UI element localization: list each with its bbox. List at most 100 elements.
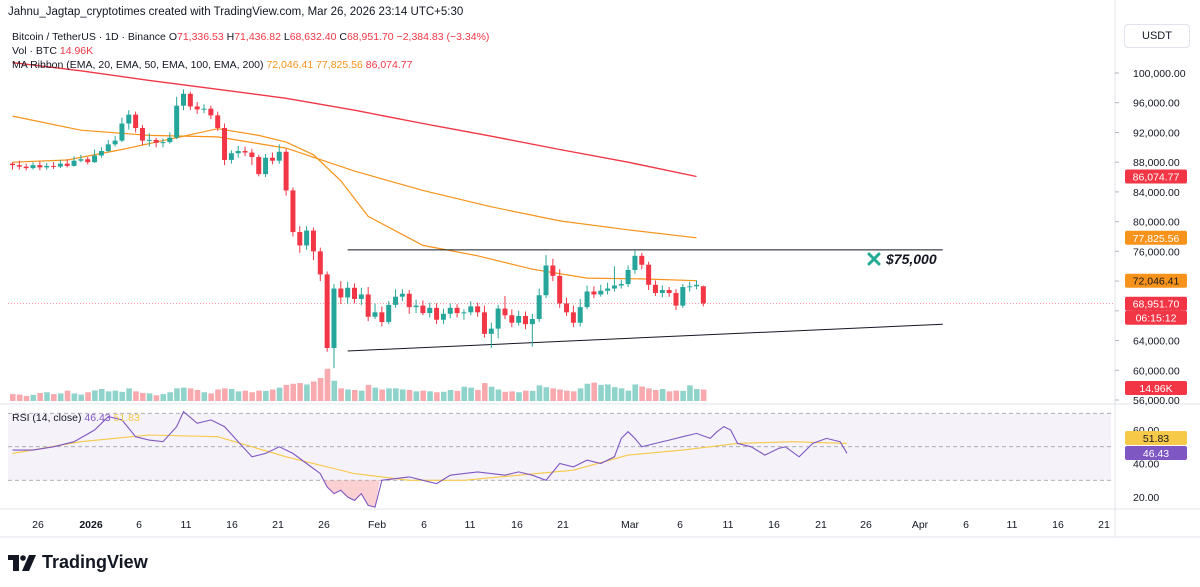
- candle-body: [194, 106, 200, 110]
- volume-bar: [276, 387, 283, 401]
- volume-bar: [406, 389, 413, 401]
- support-trendline[interactable]: [347, 323, 943, 352]
- candle-body: [23, 166, 29, 169]
- candle-body: [509, 315, 515, 323]
- candle-body: [420, 305, 426, 314]
- volume-bar: [338, 388, 344, 401]
- candle-body: [495, 308, 501, 329]
- high-value: 71,436.82: [234, 31, 281, 43]
- candle-body: [598, 290, 604, 295]
- price-target-text: $75,000: [886, 251, 937, 267]
- volume-bar: [256, 390, 262, 401]
- ma-ribbon-label: MA Ribbon (EMA, 20, EMA, 50, EMA, 100, E…: [12, 59, 264, 71]
- volume-bar: [51, 394, 57, 401]
- tradingview-logo[interactable]: TradingView: [8, 552, 148, 573]
- ema20-price-tag: 72,046.41: [1133, 276, 1180, 288]
- symbol-legend-row[interactable]: Bitcoin / TetherUS · 1D · Binance O71,33…: [12, 30, 489, 44]
- candle-body: [133, 114, 139, 128]
- ema20-line: [12, 128, 697, 282]
- time-tick-label: Feb: [368, 519, 386, 531]
- ma-ribbon-legend-row[interactable]: MA Ribbon (EMA, 20, EMA, 50, EMA, 100, E…: [12, 58, 489, 72]
- x-mark-icon: [867, 252, 881, 266]
- rsi-oversold-fill: [323, 480, 380, 508]
- candle-body: [146, 139, 152, 141]
- volume-bar: [126, 388, 132, 401]
- price-tick-label: 88,000.00: [1133, 157, 1180, 169]
- candle-body: [625, 269, 631, 285]
- candle-body: [427, 307, 433, 314]
- logo-text: TradingView: [42, 552, 148, 572]
- candle-body: [700, 286, 706, 304]
- candle-body: [584, 291, 590, 308]
- volume-bar: [652, 389, 659, 401]
- candle-body: [201, 108, 207, 110]
- volume-bar: [536, 385, 543, 401]
- candle-body: [413, 305, 419, 308]
- candle-body: [536, 295, 542, 319]
- volume-bar: [598, 384, 604, 401]
- candle-body: [51, 165, 57, 167]
- volume-bar: [228, 389, 235, 401]
- volume-bar: [16, 394, 23, 401]
- low-value: 68,632.40: [289, 31, 337, 43]
- candle-body: [632, 255, 638, 270]
- candle-body: [222, 127, 228, 160]
- volume-bar: [310, 381, 317, 401]
- rsi-ma-line: [12, 434, 848, 481]
- candle-body: [352, 287, 357, 299]
- volume-bar: [215, 389, 221, 401]
- ema100-price-tag: 86,074.77: [1133, 171, 1180, 183]
- candle-body: [434, 307, 440, 320]
- tradingview-logo-icon: [8, 554, 36, 571]
- volume-bar: [502, 391, 509, 401]
- rsi-legend[interactable]: RSI (14, close) 46.43 51.83: [12, 412, 140, 424]
- candle-body: [543, 265, 549, 296]
- volume-bar: [331, 380, 338, 401]
- volume-bar: [700, 389, 707, 401]
- candle-body: [10, 163, 15, 166]
- volume-bar: [543, 387, 550, 401]
- volume-bar: [283, 384, 290, 401]
- volume-bar: [290, 383, 297, 401]
- rsi-ma-value: 51.83: [113, 412, 140, 424]
- candle-body: [523, 316, 528, 325]
- time-tick-label: 11: [723, 519, 734, 531]
- volume-bar: [605, 384, 611, 401]
- ema100-line: [12, 61, 697, 178]
- last-price-tag-box: [1125, 296, 1187, 311]
- candle-body: [454, 307, 460, 314]
- rsi-line: [12, 410, 848, 508]
- price-tick-label: 100,000.00: [1133, 68, 1186, 80]
- volume-bar: [413, 391, 420, 401]
- time-tick-label: 11: [465, 519, 476, 531]
- time-tick-label: 16: [768, 519, 780, 531]
- candle-body: [550, 265, 556, 276]
- close-label: C: [339, 31, 347, 43]
- volume-legend-row[interactable]: Vol · BTC 14.96K: [12, 44, 489, 58]
- volume-bar: [78, 394, 84, 401]
- volume-bar: [447, 389, 454, 401]
- candle-body: [557, 275, 563, 304]
- open-label: O: [168, 31, 177, 43]
- candle-body: [468, 306, 474, 313]
- volume-bar: [249, 392, 255, 401]
- volume-bar: [201, 392, 208, 401]
- ema100-price-tag-box: [1125, 169, 1187, 184]
- currency-button[interactable]: USDT: [1124, 24, 1190, 48]
- volume-bar: [440, 391, 447, 401]
- candle-body: [618, 284, 624, 286]
- price-tick-label: 60,000.00: [1133, 365, 1180, 377]
- volume-bar: [694, 389, 700, 401]
- low-label: L: [283, 31, 290, 43]
- volume-bar: [358, 390, 365, 401]
- candle-body: [488, 328, 494, 334]
- volume-bar: [488, 386, 495, 401]
- volume-bar: [399, 389, 406, 401]
- change-value: −2,384.83 (−3.34%): [396, 31, 490, 43]
- volume-bar: [680, 390, 686, 401]
- time-tick-label: 6: [677, 519, 683, 531]
- volume-bar: [434, 392, 440, 401]
- volume-bar: [584, 383, 591, 401]
- volume-bar: [577, 388, 584, 401]
